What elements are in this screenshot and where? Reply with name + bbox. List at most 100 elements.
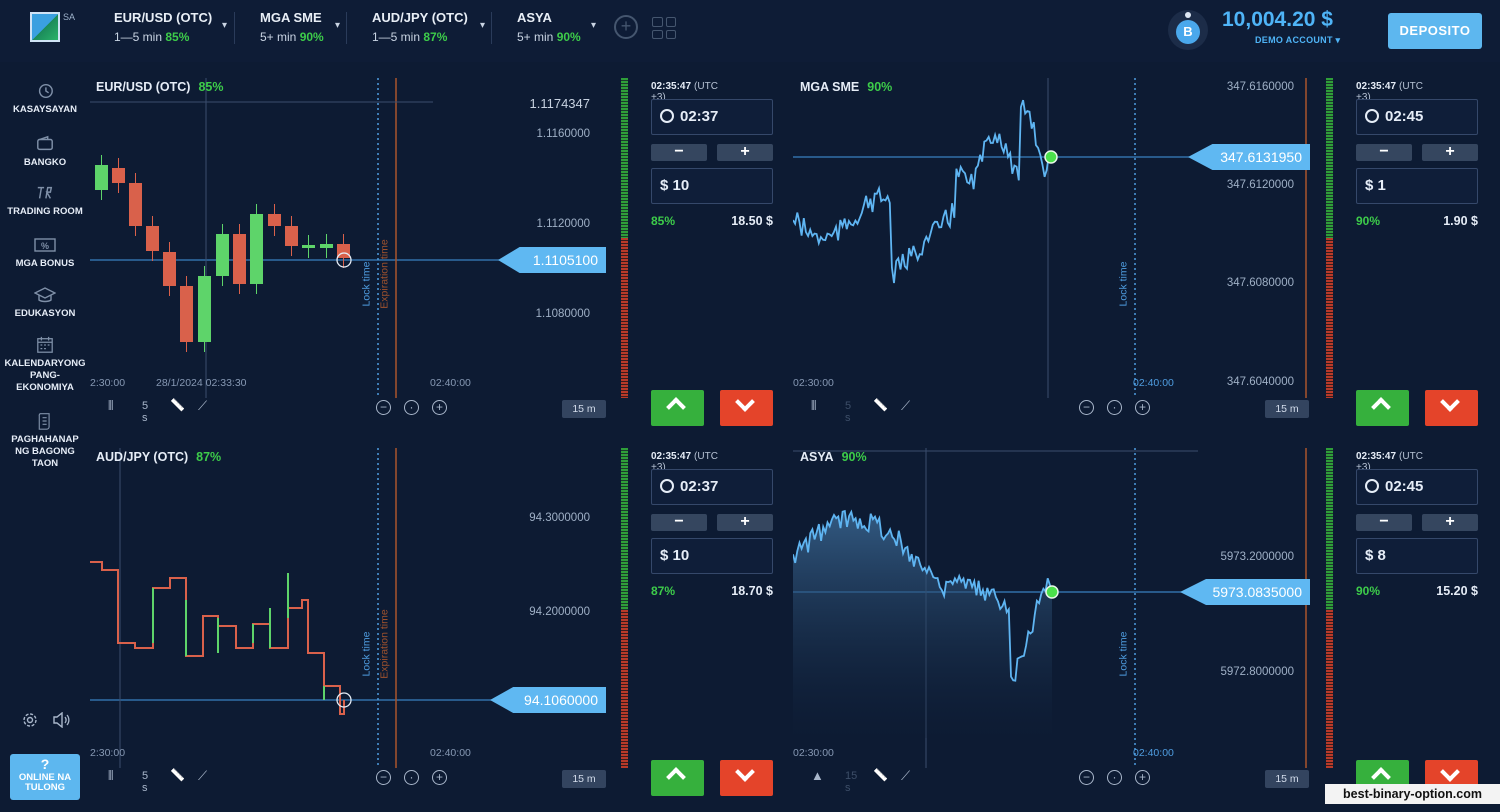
zoom-out-icon[interactable]: −: [1079, 770, 1094, 785]
server-clock: 02:35:47: [1356, 81, 1397, 92]
plus-circle-icon[interactable]: +: [614, 15, 638, 39]
decrease-button[interactable]: −: [1356, 514, 1412, 531]
draw-tools-icon[interactable]: ⟋: [198, 398, 208, 413]
chevron-down-icon[interactable]: ▾: [591, 20, 597, 31]
chart-type-icon[interactable]: ▲: [811, 768, 824, 783]
top-bar: SA EUR/USD (OTC) 1—5 min 85% ▾ MGA SME 5…: [0, 0, 1500, 62]
sidebar-item-bank[interactable]: BANGKO: [0, 135, 90, 169]
chart-type-icon[interactable]: ⫴: [108, 398, 114, 413]
sidebar-item-bonus[interactable]: % MGA BONUS: [0, 236, 90, 270]
call-button[interactable]: [651, 760, 704, 796]
decrease-button[interactable]: −: [1356, 144, 1412, 161]
price-line: [793, 509, 1053, 682]
ruler-icon[interactable]: 📏: [170, 768, 185, 782]
center-icon[interactable]: ·: [404, 400, 419, 415]
sidebar-item-history[interactable]: KASAYSAYAN: [0, 82, 90, 116]
speaker-icon[interactable]: [52, 712, 70, 728]
interval-selector[interactable]: 5 s: [142, 770, 149, 794]
online-help-button[interactable]: ? ONLINE NA TULONG: [10, 754, 80, 800]
increase-button[interactable]: +: [1422, 514, 1478, 531]
price-chart[interactable]: [793, 448, 1309, 768]
asset-tab-asya[interactable]: ASYA 5+ min 90% ▾: [517, 10, 596, 50]
sentiment-meter-up: [1326, 448, 1333, 610]
zoom-in-icon[interactable]: +: [1135, 400, 1150, 415]
ruler-icon[interactable]: 📏: [873, 768, 888, 782]
zoom-in-icon[interactable]: +: [1135, 770, 1150, 785]
avatar[interactable]: B: [1168, 10, 1208, 50]
zoom-in-icon[interactable]: +: [432, 400, 447, 415]
duration-field[interactable]: 02:45: [1356, 99, 1478, 135]
decrease-button[interactable]: −: [651, 144, 707, 161]
sidebar-item-education[interactable]: EDUKASYON: [0, 286, 90, 320]
balance[interactable]: 10,004.20 $: [1222, 8, 1333, 31]
expiration-time-label: Expiration time: [378, 239, 391, 309]
price-chart[interactable]: [90, 448, 606, 768]
amount-field[interactable]: $ 8: [1356, 538, 1478, 574]
chart-type-icon[interactable]: ⫴: [811, 398, 817, 413]
price-axis-label: 5972.8000000: [1220, 666, 1294, 678]
zoom-out-icon[interactable]: −: [376, 400, 391, 415]
zoom-out-icon[interactable]: −: [376, 770, 391, 785]
put-button[interactable]: [1425, 390, 1478, 426]
draw-tools-icon[interactable]: ⟋: [198, 768, 208, 783]
amount-field[interactable]: $ 10: [651, 168, 773, 204]
sidebar-item-label: PAGHAHANAP NG BAGONG TAON: [11, 434, 79, 469]
zoom-out-icon[interactable]: −: [1079, 400, 1094, 415]
sentiment-meter-down: [1326, 610, 1333, 768]
draw-tools-icon[interactable]: ⟋: [901, 398, 911, 413]
decrease-button[interactable]: −: [651, 514, 707, 531]
call-button[interactable]: [1356, 390, 1409, 426]
gear-icon[interactable]: [22, 712, 38, 728]
chevron-down-icon[interactable]: ▾: [222, 20, 228, 31]
interval-selector[interactable]: 5 s: [142, 400, 149, 424]
sidebar-item-label: BANGKO: [23, 157, 67, 168]
timeframe-button[interactable]: 15 m: [1265, 770, 1309, 788]
price-chart[interactable]: [90, 78, 606, 398]
deposit-button[interactable]: DEPOSITO: [1388, 13, 1482, 49]
calendar-icon: [37, 336, 53, 353]
asset-tab-audjpy[interactable]: AUD/JPY (OTC) 1—5 min 87% ▾: [372, 10, 485, 50]
interval-selector[interactable]: 15 s: [845, 770, 858, 794]
center-icon[interactable]: ·: [1107, 770, 1122, 785]
duration-field[interactable]: 02:37: [651, 469, 773, 505]
sidebar-item-trading-room[interactable]: TRADING ROOM: [0, 184, 90, 218]
chevron-down-icon[interactable]: ▾: [480, 20, 486, 31]
increase-button[interactable]: +: [717, 144, 773, 161]
duration-field[interactable]: 02:45: [1356, 469, 1478, 505]
price-chart[interactable]: [793, 78, 1309, 398]
call-button[interactable]: [651, 390, 704, 426]
amount-field[interactable]: $ 10: [651, 538, 773, 574]
increase-button[interactable]: +: [717, 514, 773, 531]
timeframe-button[interactable]: 15 m: [562, 770, 606, 788]
asset-range-text: 1—5 min: [114, 30, 163, 44]
payout-amount: 18.70 $: [731, 584, 773, 598]
asset-tab-mga-sme[interactable]: MGA SME 5+ min 90% ▾: [260, 10, 340, 50]
center-icon[interactable]: ·: [404, 770, 419, 785]
amount-field[interactable]: $ 1: [1356, 168, 1478, 204]
put-button[interactable]: [720, 390, 773, 426]
chart-type-icon[interactable]: ⫴: [108, 768, 114, 783]
put-button[interactable]: [720, 760, 773, 796]
logo-text: SA: [63, 12, 76, 22]
interval-selector[interactable]: 5 s: [845, 400, 852, 424]
center-icon[interactable]: ·: [1107, 400, 1122, 415]
sidebar-item-economic-calendar[interactable]: KALENDARYONG PANG-EKONOMIYA: [0, 336, 90, 394]
ruler-icon[interactable]: 📏: [170, 398, 185, 412]
timeframe-button[interactable]: 15 m: [1265, 400, 1309, 418]
duration-field[interactable]: 02:37: [651, 99, 773, 135]
logo[interactable]: SA: [30, 12, 75, 44]
sidebar-item-new-year-search[interactable]: PAGHAHANAP NG BAGONG TAON: [0, 412, 90, 470]
draw-tools-icon[interactable]: ⟋: [901, 768, 911, 783]
chevron-down-icon[interactable]: ▾: [335, 20, 341, 31]
timeframe-button[interactable]: 15 m: [562, 400, 606, 418]
chart-title: AUD/JPY (OTC) 87%: [96, 450, 221, 464]
grid-icon[interactable]: [652, 17, 676, 39]
asset-tab-eurusd[interactable]: EUR/USD (OTC) 1—5 min 85% ▾: [114, 10, 227, 50]
clock-icon: [1365, 109, 1379, 123]
zoom-in-icon[interactable]: +: [432, 770, 447, 785]
time-axis-label: 02:40:00: [430, 377, 471, 389]
account-type[interactable]: DEMO ACCOUNT ▾: [1255, 35, 1341, 45]
asset-pct: 87%: [423, 30, 448, 44]
increase-button[interactable]: +: [1422, 144, 1478, 161]
ruler-icon[interactable]: 📏: [873, 398, 888, 412]
